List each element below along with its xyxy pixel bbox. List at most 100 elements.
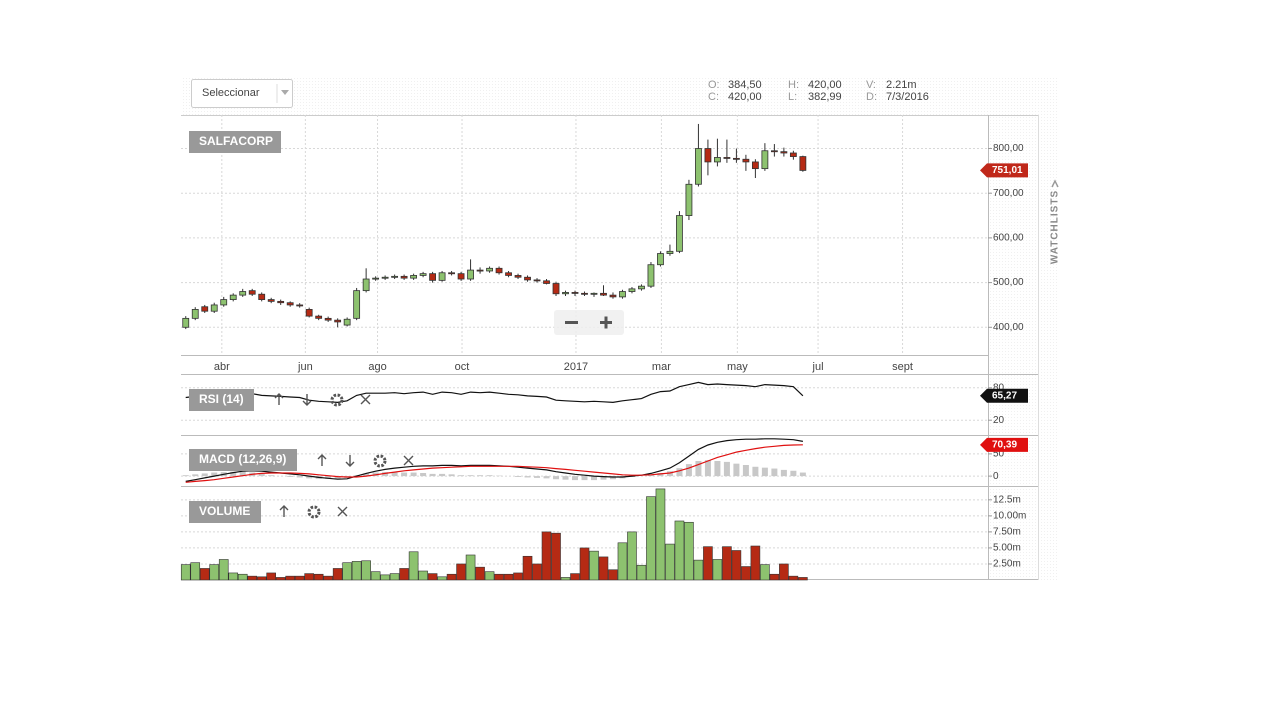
volume-bar bbox=[418, 570, 428, 581]
panel-label: VOLUME bbox=[199, 504, 250, 518]
move-down-icon[interactable] bbox=[302, 394, 312, 406]
x-tick-label: ago bbox=[368, 361, 386, 373]
histogram-bar bbox=[609, 476, 616, 480]
histogram-bar bbox=[268, 475, 275, 477]
rsi-icons[interactable] bbox=[274, 393, 371, 407]
volume-bar bbox=[798, 577, 808, 581]
histogram-bar bbox=[714, 461, 721, 477]
histogram-bar bbox=[363, 473, 370, 477]
macd-icons[interactable] bbox=[317, 454, 414, 468]
candle-body bbox=[761, 150, 769, 170]
volume-bar bbox=[674, 520, 685, 581]
volume-bar bbox=[484, 571, 495, 581]
volume-bar bbox=[427, 573, 438, 581]
candle-body bbox=[201, 306, 209, 312]
histogram-bar bbox=[581, 476, 588, 481]
y-tick-label: 500,00 bbox=[993, 277, 1024, 288]
select-caret[interactable] bbox=[281, 90, 289, 95]
y-tick-label: 50 bbox=[993, 449, 1005, 460]
histogram-bar bbox=[572, 476, 579, 481]
candle-body bbox=[372, 277, 380, 280]
watchlists-tab[interactable]: WATCHLISTS bbox=[1050, 190, 1061, 264]
candle-body bbox=[448, 272, 455, 275]
close-icon[interactable] bbox=[360, 394, 371, 405]
candle-body bbox=[324, 317, 332, 321]
histogram-bar bbox=[780, 469, 787, 477]
histogram-bar bbox=[799, 472, 806, 477]
histogram-bar bbox=[600, 476, 607, 480]
histogram-bar bbox=[562, 476, 569, 480]
candle-body bbox=[647, 264, 655, 287]
histogram-bar bbox=[704, 460, 711, 477]
histogram-bar bbox=[334, 476, 341, 479]
volume-bar bbox=[294, 575, 305, 581]
volume-bar bbox=[180, 564, 191, 581]
stat-value: 420,00 bbox=[728, 91, 762, 103]
close-icon[interactable] bbox=[337, 506, 348, 517]
volume-bar bbox=[199, 568, 210, 581]
x-tick-label: 2017 bbox=[564, 361, 588, 373]
y-tick-label: 80 bbox=[993, 382, 1005, 393]
select-text[interactable]: Seleccionar bbox=[202, 87, 260, 99]
volume-bar bbox=[266, 572, 276, 581]
candle-body bbox=[657, 253, 664, 266]
settings-icon[interactable] bbox=[307, 505, 321, 519]
candle-body bbox=[286, 302, 294, 306]
volume-bar bbox=[456, 563, 466, 581]
settings-icon[interactable] bbox=[373, 454, 387, 468]
volume-bar bbox=[589, 550, 599, 581]
histogram-bar bbox=[467, 475, 474, 477]
select-box[interactable] bbox=[191, 79, 293, 108]
histogram-bar bbox=[477, 475, 484, 477]
volume-bar bbox=[351, 561, 362, 581]
candle-body bbox=[410, 275, 418, 279]
candle-body bbox=[628, 288, 636, 292]
histogram-bar bbox=[287, 476, 294, 477]
y-tick-label: 800,00 bbox=[993, 143, 1024, 154]
y-tick-label: 5.00m bbox=[993, 543, 1021, 554]
histogram-bar bbox=[429, 473, 436, 477]
candle-body bbox=[315, 315, 323, 319]
stat-value: 420,00 bbox=[808, 79, 842, 91]
candle-body bbox=[239, 291, 247, 296]
volume-bar bbox=[769, 573, 780, 581]
volume-bar bbox=[541, 531, 552, 581]
histogram-bar bbox=[239, 471, 246, 477]
candle-body bbox=[343, 318, 351, 326]
candle-body bbox=[495, 267, 503, 274]
histogram-bar bbox=[733, 463, 740, 477]
histogram-bar bbox=[458, 475, 465, 477]
move-up-icon[interactable] bbox=[279, 505, 289, 517]
histogram-bar bbox=[657, 473, 664, 477]
candle-body bbox=[438, 272, 446, 281]
close-icon[interactable] bbox=[403, 455, 414, 466]
move-up-icon[interactable] bbox=[274, 393, 284, 405]
zoom-in[interactable] bbox=[600, 316, 612, 329]
price-tag bbox=[980, 163, 1028, 178]
watchlists-arrow[interactable] bbox=[1051, 179, 1059, 188]
volume-bar bbox=[731, 550, 742, 581]
volume-bar bbox=[285, 575, 295, 581]
x-tick-label: oct bbox=[455, 361, 470, 373]
candle-body bbox=[666, 250, 674, 254]
stat-label: H: bbox=[788, 79, 799, 91]
volume-bar bbox=[342, 562, 352, 581]
candle-body bbox=[723, 157, 731, 159]
y-tick-label: 400,00 bbox=[993, 322, 1024, 333]
candle-body bbox=[524, 276, 531, 281]
volume-bar bbox=[323, 575, 333, 581]
volume-bar bbox=[636, 564, 647, 581]
price-tag-label: 70,39 bbox=[992, 439, 1017, 450]
candle-body bbox=[543, 280, 550, 284]
volume-bar bbox=[437, 576, 447, 581]
settings-icon[interactable] bbox=[330, 393, 344, 407]
histogram-bar bbox=[391, 472, 398, 477]
move-down-icon[interactable] bbox=[345, 455, 355, 467]
histogram-bar bbox=[666, 471, 673, 477]
candle-body bbox=[381, 276, 389, 279]
y-tick-label: 2.50m bbox=[993, 559, 1021, 570]
volume-icons[interactable] bbox=[279, 505, 348, 519]
panel-label: SALFACORP bbox=[199, 134, 273, 148]
move-up-icon[interactable] bbox=[317, 454, 327, 466]
volume-bar bbox=[237, 573, 248, 581]
